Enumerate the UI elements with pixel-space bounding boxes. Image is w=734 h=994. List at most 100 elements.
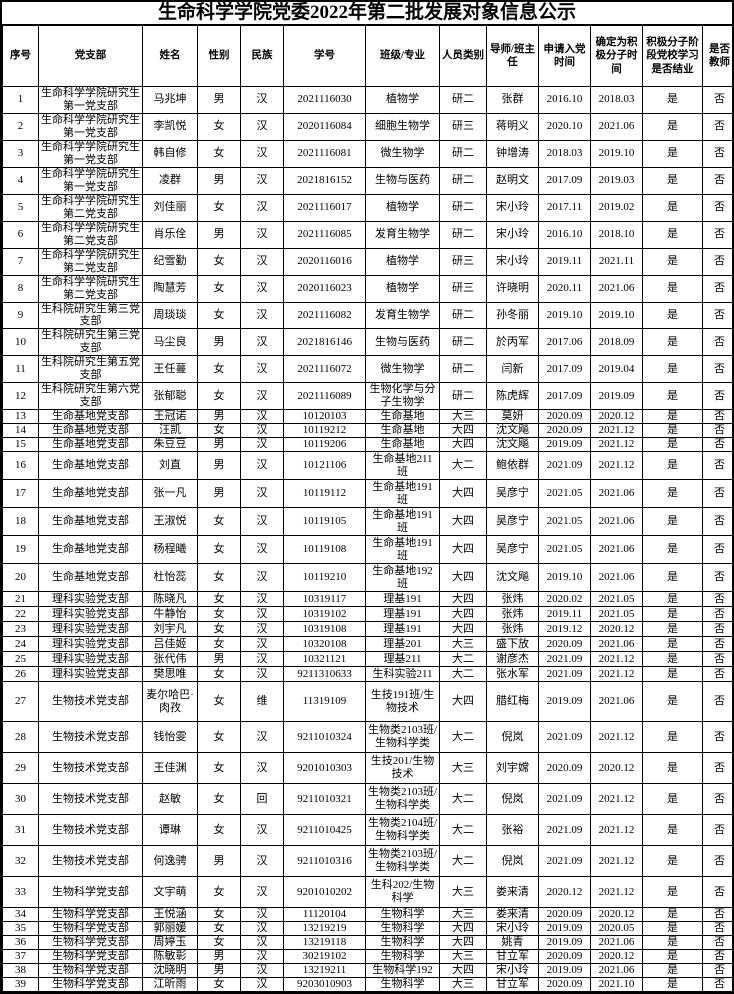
cell: 韩自修 <box>143 140 198 167</box>
cell: 9 <box>3 302 39 329</box>
cell: 2019.10 <box>591 302 643 329</box>
cell: 男 <box>198 438 241 452</box>
cell: 是 <box>643 753 703 784</box>
cell: 生命科学学院研究生第二党支部 <box>39 248 143 275</box>
cell: 是 <box>643 113 703 140</box>
cell: 男 <box>198 950 241 964</box>
cell: 33 <box>3 877 39 908</box>
cell: 是 <box>643 410 703 424</box>
cell: 2021.09 <box>539 815 591 846</box>
cell: 研三 <box>440 113 487 140</box>
cell: 发育生物学 <box>366 302 440 329</box>
cell: 是 <box>643 508 703 536</box>
cell: 2019.09 <box>539 438 591 452</box>
cell: 女 <box>198 356 241 383</box>
cell: 38 <box>3 964 39 978</box>
cell: 研三 <box>440 248 487 275</box>
cell: 汉 <box>241 667 284 682</box>
cell: 2 <box>3 113 39 140</box>
cell: 女 <box>198 877 241 908</box>
cell: 2021116030 <box>284 87 366 114</box>
cell: 10121106 <box>284 452 366 480</box>
cell: 沈文飚 <box>487 424 539 438</box>
cell: 大四 <box>440 480 487 508</box>
cell: 2021.12 <box>591 815 643 846</box>
cell: 张水军 <box>487 667 539 682</box>
cell: 宋小玲 <box>487 221 539 248</box>
cell: 4 <box>3 167 39 194</box>
cell: 汉 <box>241 302 284 329</box>
cell: 生物技术党支部 <box>39 846 143 877</box>
cell: 生物科学 <box>366 936 440 950</box>
cell: 否 <box>703 667 734 682</box>
cell: 男 <box>198 846 241 877</box>
cell: 吕佳姬 <box>143 637 198 652</box>
cell: 2021.09 <box>539 652 591 667</box>
cell: 2019.10 <box>539 302 591 329</box>
cell: 是 <box>643 194 703 221</box>
cell: 否 <box>703 87 734 114</box>
cell: 男 <box>198 964 241 978</box>
cell: 否 <box>703 936 734 950</box>
cell: 2021816146 <box>284 329 366 356</box>
cell: 张炜 <box>487 592 539 607</box>
cell: 2018.03 <box>591 87 643 114</box>
cell: 大三 <box>440 753 487 784</box>
cell: 女 <box>198 667 241 682</box>
cell: 2021.12 <box>591 846 643 877</box>
cell: 2017.09 <box>539 167 591 194</box>
cell: 闫新 <box>487 356 539 383</box>
cell: 杨程曦 <box>143 536 198 564</box>
cell: 生科院研究生第三党支部 <box>39 302 143 329</box>
cell: 樊思唯 <box>143 667 198 682</box>
cell: 2021.12 <box>591 722 643 753</box>
cell: 10120103 <box>284 410 366 424</box>
cell: 生命基地党支部 <box>39 564 143 592</box>
cell: 10119112 <box>284 480 366 508</box>
cell: 女 <box>198 922 241 936</box>
cell: 9211010425 <box>284 815 366 846</box>
cell: 2021.06 <box>591 936 643 950</box>
cell: 是 <box>643 329 703 356</box>
cell: 何逸骋 <box>143 846 198 877</box>
cell: 2020.12 <box>591 753 643 784</box>
cell: 生物科学党支部 <box>39 978 143 992</box>
cell: 是 <box>643 87 703 114</box>
cell: 理基191 <box>366 607 440 622</box>
cell: 汉 <box>241 410 284 424</box>
cell: 张郁聪 <box>143 383 198 410</box>
cell: 是 <box>643 275 703 302</box>
cell: 25 <box>3 652 39 667</box>
cell: 2019.09 <box>539 922 591 936</box>
cell: 生物类2103班/生物科学类 <box>366 722 440 753</box>
cell: 汉 <box>241 564 284 592</box>
cell: 21 <box>3 592 39 607</box>
cell: 理基211 <box>366 652 440 667</box>
cell: 男 <box>198 87 241 114</box>
cell: 2021.05 <box>539 480 591 508</box>
cell: 研二 <box>440 87 487 114</box>
cell: 生命基地191班 <box>366 536 440 564</box>
cell: 2017.06 <box>539 329 591 356</box>
cell: 宋小玲 <box>487 964 539 978</box>
cell: 女 <box>198 302 241 329</box>
cell: 大二 <box>440 722 487 753</box>
cell: 10319117 <box>284 592 366 607</box>
cell: 研二 <box>440 356 487 383</box>
cell: 否 <box>703 383 734 410</box>
cell: 否 <box>703 564 734 592</box>
column-header-activist-date: 确定为积极分子时间 <box>591 26 643 87</box>
cell: 2021.05 <box>539 508 591 536</box>
cell: 10119108 <box>284 536 366 564</box>
cell: 是 <box>643 877 703 908</box>
cell: 否 <box>703 221 734 248</box>
cell: 2021116085 <box>284 221 366 248</box>
cell: 2020.09 <box>539 637 591 652</box>
